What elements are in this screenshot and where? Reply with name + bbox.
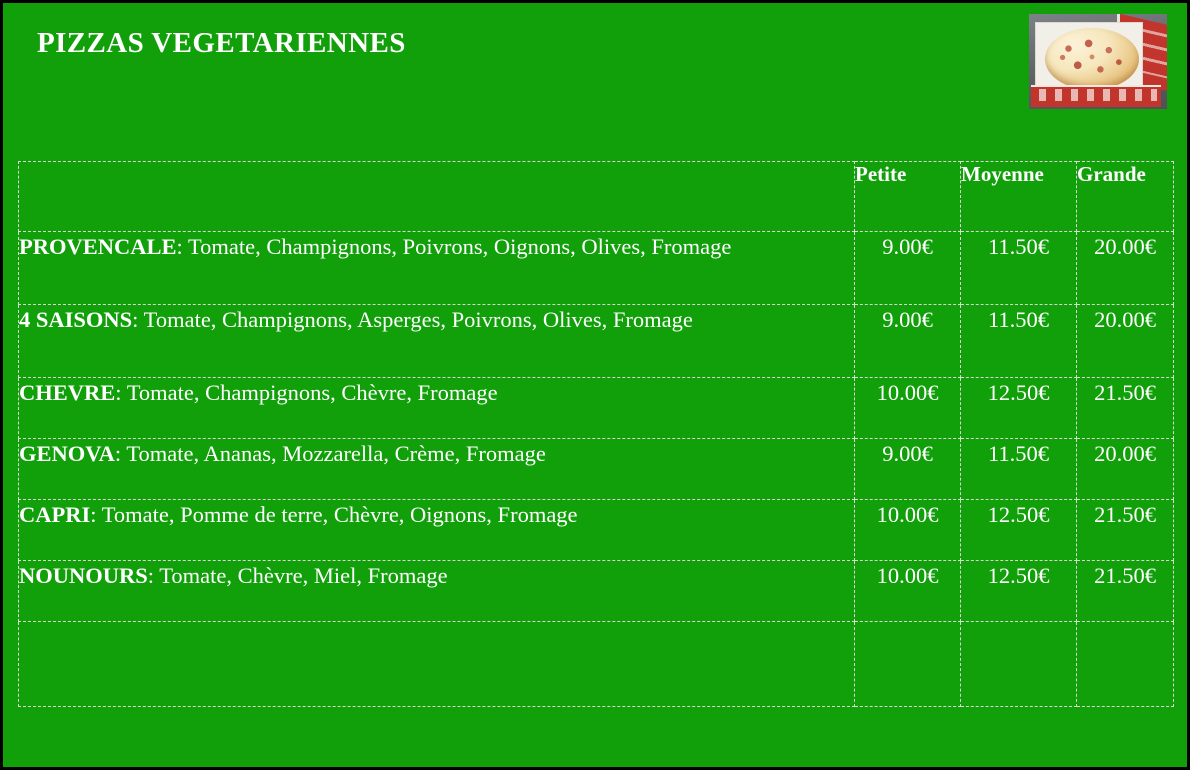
pizza-separator: :	[114, 441, 127, 466]
price-grande: 20.00€	[1076, 438, 1174, 500]
price-moyenne: 11.50€	[960, 438, 1077, 500]
pizza-description: CHEVRE: Tomate, Champignons, Chèvre, Fro…	[18, 377, 855, 439]
table-row: NOUNOURS: Tomate, Chèvre, Miel, Fromage …	[18, 560, 1174, 622]
price-petite: 10.00€	[854, 560, 961, 622]
table-row: CAPRI: Tomate, Pomme de terre, Chèvre, O…	[18, 499, 1174, 561]
column-header-description	[18, 161, 855, 232]
pizza-name: 4 SAISONS	[19, 307, 133, 332]
table-row: 4 SAISONS: Tomate, Champignons, Asperges…	[18, 304, 1174, 378]
price-petite: 10.00€	[854, 377, 961, 439]
column-header-petite: Petite	[854, 161, 961, 232]
column-header-grande: Grande	[1076, 161, 1174, 232]
pizza-separator: :	[90, 502, 102, 527]
price-moyenne-empty	[960, 621, 1077, 707]
price-moyenne: 11.50€	[960, 231, 1077, 305]
price-grande: 21.50€	[1076, 377, 1174, 439]
pizza-description: 4 SAISONS: Tomate, Champignons, Asperges…	[18, 304, 855, 378]
price-grande: 21.50€	[1076, 499, 1174, 561]
price-moyenne: 12.50€	[960, 377, 1077, 439]
page-header: PIZZAS VEGETARIENNES	[3, 3, 1187, 158]
price-moyenne: 12.50€	[960, 499, 1077, 561]
price-petite: 9.00€	[854, 438, 961, 500]
table-row: CHEVRE: Tomate, Champignons, Chèvre, Fro…	[18, 377, 1174, 439]
pizza-name: GENOVA	[19, 441, 115, 466]
pizza-description-empty	[18, 621, 855, 707]
pizza-description: PROVENCALE: Tomate, Champignons, Poivron…	[18, 231, 855, 305]
pizza-toppings: Tomate, Ananas, Mozzarella, Crème, Froma…	[126, 441, 546, 466]
table-row: GENOVA: Tomate, Ananas, Mozzarella, Crèm…	[18, 438, 1174, 500]
pizza-name: PROVENCALE	[19, 234, 177, 259]
pizza-name: CAPRI	[19, 502, 91, 527]
pizza-toppings: Tomate, Champignons, Poivrons, Oignons, …	[188, 234, 732, 259]
pizza-separator: :	[132, 307, 144, 332]
pizza-box-front-text	[1039, 89, 1157, 101]
pizza-toppings: Tomate, Champignons, Chèvre, Fromage	[126, 380, 498, 405]
pizza-description: CAPRI: Tomate, Pomme de terre, Chèvre, O…	[18, 499, 855, 561]
pizza-separator: :	[176, 234, 188, 259]
pizza-separator: :	[115, 380, 127, 405]
price-grande: 20.00€	[1076, 304, 1174, 378]
pizza-name: CHEVRE	[19, 380, 116, 405]
pizza-toppings: Tomate, Pomme de terre, Chèvre, Oignons,…	[101, 502, 578, 527]
pizza-icon	[1045, 28, 1139, 90]
page-title: PIZZAS VEGETARIENNES	[37, 27, 406, 59]
price-grande-empty	[1076, 621, 1174, 707]
pizza-description: GENOVA: Tomate, Ananas, Mozzarella, Crèm…	[18, 438, 855, 500]
table-row-empty	[18, 621, 1174, 707]
pizza-toppings: Tomate, Champignons, Asperges, Poivrons,…	[143, 307, 693, 332]
pizza-name: NOUNOURS	[19, 563, 148, 588]
price-grande: 20.00€	[1076, 231, 1174, 305]
pizza-description: NOUNOURS: Tomate, Chèvre, Miel, Fromage	[18, 560, 855, 622]
pizza-photo	[1029, 14, 1167, 109]
column-header-moyenne: Moyenne	[960, 161, 1077, 232]
price-petite: 9.00€	[854, 231, 961, 305]
pizza-toppings: Tomate, Chèvre, Miel, Fromage	[159, 563, 448, 588]
price-moyenne: 11.50€	[960, 304, 1077, 378]
pizza-separator: :	[147, 563, 160, 588]
pizza-price-table: Petite Moyenne Grande PROVENCALE: Tomate…	[18, 161, 1174, 707]
table-row: PROVENCALE: Tomate, Champignons, Poivron…	[18, 231, 1174, 305]
price-moyenne: 12.50€	[960, 560, 1077, 622]
price-grande: 21.50€	[1076, 560, 1174, 622]
price-petite: 9.00€	[854, 304, 961, 378]
table-header-row: Petite Moyenne Grande	[18, 161, 1174, 232]
price-petite: 10.00€	[854, 499, 961, 561]
price-petite-empty	[854, 621, 961, 707]
